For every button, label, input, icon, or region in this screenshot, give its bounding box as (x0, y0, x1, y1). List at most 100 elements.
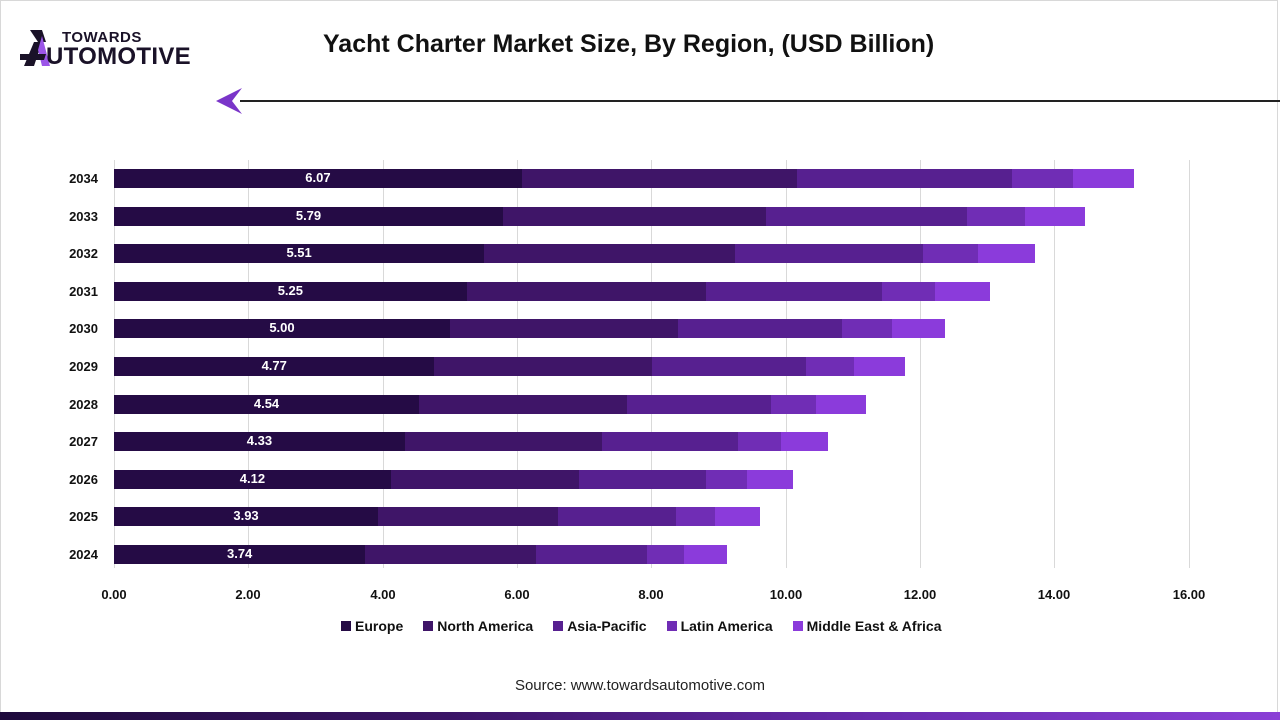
bar-segment-latin-america[interactable] (705, 470, 747, 489)
bar-segment-middle-east-africa[interactable] (935, 282, 991, 301)
chart-title: Yacht Charter Market Size, By Region, (U… (323, 30, 935, 58)
bar-segment-middle-east-africa[interactable] (1025, 207, 1085, 226)
bar-segment-asia-pacific[interactable] (535, 545, 647, 564)
bar-segment-asia-pacific[interactable] (626, 395, 772, 414)
y-axis-label: 2034 (69, 171, 98, 186)
legend-item-latin-america[interactable]: Latin America (666, 618, 773, 634)
y-axis-label: 2028 (69, 397, 98, 412)
x-tick: 6.00 (504, 587, 530, 602)
bar-segment-middle-east-africa[interactable] (978, 244, 1036, 263)
x-tick: 14.00 (1037, 587, 1071, 602)
y-axis-label: 2026 (69, 472, 98, 487)
bar-segment-north-america[interactable] (365, 545, 536, 564)
bar-segment-north-america[interactable] (434, 357, 653, 376)
bar-segment-middle-east-africa[interactable] (816, 395, 866, 414)
data-label: 4.12 (239, 471, 266, 486)
gridline (920, 160, 921, 568)
y-axis-label: 2032 (69, 246, 98, 261)
stacked-bar-2028: 4.54 (114, 395, 866, 414)
bar-segment-asia-pacific[interactable] (677, 319, 842, 338)
bar-segment-europe[interactable]: 5.00 (114, 319, 450, 338)
bar-segment-north-america[interactable] (484, 244, 735, 263)
bar-segment-asia-pacific[interactable] (734, 244, 923, 263)
bar-segment-north-america[interactable] (503, 207, 766, 226)
footer-band (0, 712, 1280, 720)
legend-label: Latin America (680, 618, 773, 634)
legend-swatch (666, 621, 677, 631)
bar-segment-europe[interactable]: 6.07 (114, 169, 522, 188)
logo-text-bottom: UTOMOTIVE (46, 43, 191, 70)
bar-segment-middle-east-africa[interactable] (746, 470, 794, 489)
y-axis-label: 2033 (69, 209, 98, 224)
legend-item-europe[interactable]: Europe (341, 618, 403, 634)
bar-segment-europe[interactable]: 4.12 (114, 470, 391, 489)
bar-segment-europe[interactable]: 5.79 (114, 207, 504, 226)
data-label: 4.33 (246, 433, 273, 448)
bar-segment-latin-america[interactable] (806, 357, 854, 376)
chart-legend: Europe North America Asia-Pacific Latin … (341, 618, 942, 634)
data-label: 6.07 (305, 170, 331, 185)
bar-segment-middle-east-africa[interactable] (714, 507, 760, 526)
x-tick: 4.00 (370, 587, 396, 602)
bar-segment-latin-america[interactable] (841, 319, 893, 338)
bar-segment-latin-america[interactable] (881, 282, 936, 301)
legend-label: Middle East & Africa (806, 618, 942, 634)
bar-segment-asia-pacific[interactable] (797, 169, 1013, 188)
bar-segment-europe[interactable]: 5.51 (114, 244, 485, 263)
bar-segment-middle-east-africa[interactable] (892, 319, 946, 338)
data-label: 5.25 (277, 283, 304, 298)
legend-label: Asia-Pacific (567, 618, 647, 634)
data-label: 4.77 (261, 358, 287, 373)
bar-segment-latin-america[interactable] (646, 545, 684, 564)
bar-segment-middle-east-africa[interactable] (683, 545, 727, 564)
bar-segment-north-america[interactable] (466, 282, 706, 301)
bar-segment-latin-america[interactable] (1012, 169, 1073, 188)
bar-segment-asia-pacific[interactable] (601, 432, 739, 451)
bar-segment-asia-pacific[interactable] (578, 470, 706, 489)
legend-swatch (423, 621, 434, 631)
bar-segment-asia-pacific[interactable] (705, 282, 882, 301)
bar-segment-europe[interactable]: 4.77 (114, 357, 435, 376)
bar-segment-north-america[interactable] (378, 507, 559, 526)
bar-segment-latin-america[interactable] (922, 244, 979, 263)
legend-label: Europe (355, 618, 404, 634)
x-tick: 0.00 (101, 587, 127, 602)
legend-swatch (341, 621, 351, 631)
bar-segment-middle-east-africa[interactable] (853, 357, 905, 376)
bar-segment-europe[interactable]: 3.93 (114, 507, 379, 526)
x-tick: 8.00 (638, 587, 664, 602)
bar-segment-middle-east-africa[interactable] (781, 432, 829, 451)
bar-segment-north-america[interactable] (390, 470, 579, 489)
bar-segment-north-america[interactable] (521, 169, 798, 188)
x-tick: 12.00 (903, 587, 937, 602)
bar-segment-asia-pacific[interactable] (558, 507, 676, 526)
bar-segment-asia-pacific[interactable] (652, 357, 807, 376)
source-note: Source: www.towardsautomotive.com (514, 677, 766, 694)
bar-segment-latin-america[interactable] (675, 507, 715, 526)
legend-item-asia-pacific[interactable]: Asia-Pacific (553, 618, 647, 634)
header-divider (240, 100, 1280, 102)
bar-segment-latin-america[interactable] (967, 207, 1026, 226)
bar-segment-europe[interactable]: 4.33 (114, 432, 405, 451)
bar-segment-asia-pacific[interactable] (765, 207, 968, 226)
stacked-bar-2033: 5.79 (114, 207, 1085, 226)
bar-segment-north-america[interactable] (419, 395, 627, 414)
legend-item-middle-east-africa[interactable]: Middle East & Africa (792, 618, 942, 634)
x-tick: 16.00 (1172, 587, 1206, 602)
arrow-left-icon (216, 88, 242, 114)
bar-segment-latin-america[interactable] (738, 432, 782, 451)
bar-segment-latin-america[interactable] (771, 395, 817, 414)
data-label: 3.93 (233, 508, 259, 523)
y-axis-label: 2024 (69, 547, 98, 562)
stacked-bar-2034: 6.07 (114, 169, 1134, 188)
bar-segment-middle-east-africa[interactable] (1072, 169, 1134, 188)
bar-segment-north-america[interactable] (449, 319, 678, 338)
logo-mark-icon (20, 30, 50, 66)
bar-segment-europe[interactable]: 5.25 (114, 282, 467, 301)
stacked-bar-2025: 3.93 (114, 507, 760, 526)
bar-segment-north-america[interactable] (404, 432, 602, 451)
bar-segment-europe[interactable]: 4.54 (114, 395, 420, 414)
bar-segment-europe[interactable]: 3.74 (114, 545, 366, 564)
legend-item-north-america[interactable]: North America (423, 618, 533, 634)
